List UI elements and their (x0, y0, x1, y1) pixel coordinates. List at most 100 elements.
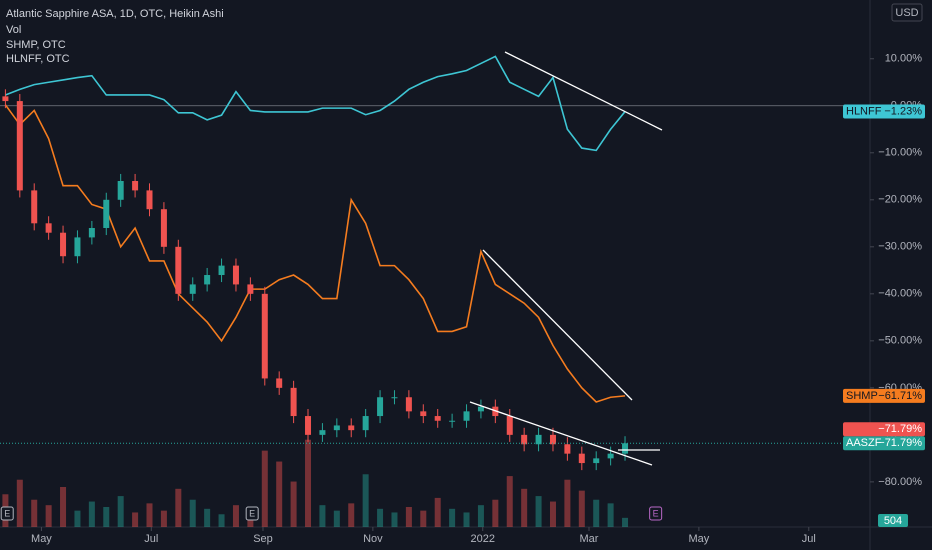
series-line (5, 55, 626, 152)
volume-bar (45, 505, 52, 527)
volume-bar (622, 517, 629, 527)
volume-bar (103, 507, 110, 527)
volume-bar (535, 496, 542, 527)
currency-box[interactable] (891, 3, 923, 22)
volume-bar (31, 499, 38, 527)
badge-value: −71.79% (878, 437, 922, 449)
candle-body (463, 411, 470, 421)
y-tick-label: 10.00% (885, 53, 923, 65)
volume-bar (564, 479, 571, 527)
candle-body (290, 387, 297, 417)
volume-bar (319, 505, 326, 527)
legend-entry: HLNFF, OTC (6, 53, 70, 65)
volume-bar (391, 512, 398, 527)
candle-body (593, 458, 600, 464)
volume-bar (305, 439, 312, 527)
earnings-marker (0, 506, 14, 521)
candle-body (434, 416, 441, 421)
candle-body (60, 232, 67, 257)
candle-body (362, 416, 369, 431)
volume-bar (549, 501, 556, 527)
volume-bar (276, 461, 283, 527)
badge-value: −71.79% (878, 423, 922, 435)
candle-body (348, 425, 355, 431)
candle-body (45, 223, 52, 233)
y-tick-label: −20.00% (878, 194, 922, 206)
volume-bar (506, 476, 513, 527)
candle-body (117, 180, 124, 200)
volume-bar (204, 508, 211, 527)
candle-body (16, 101, 23, 191)
trend-line (469, 401, 653, 466)
volume-bar (405, 507, 412, 527)
y-tick-label: −30.00% (878, 241, 922, 253)
volume-bar (449, 508, 456, 527)
candle-body (564, 444, 571, 454)
volume-bar (117, 496, 124, 527)
candle-body (622, 443, 629, 454)
volume-bar (492, 499, 499, 527)
candle-body (88, 228, 95, 238)
candle-body (132, 180, 139, 191)
price-badge (843, 104, 925, 119)
volume-legend: Vol (6, 24, 21, 36)
volume-bar (333, 510, 340, 527)
badge-name: HLNFF (846, 105, 882, 117)
volume-bar (521, 488, 528, 527)
volume-bar (593, 499, 600, 527)
candle-body (578, 453, 585, 464)
volume-bar (60, 487, 67, 527)
candle-body (449, 420, 456, 422)
price-badge (843, 436, 925, 451)
candle-body (2, 96, 9, 102)
legend-entry: SHMP, OTC (6, 39, 66, 51)
candle-body (247, 284, 254, 294)
candle-body (607, 453, 614, 459)
candle-body (420, 411, 427, 417)
candle-body (189, 284, 196, 294)
candle-body (333, 425, 340, 431)
candle-body (160, 209, 167, 247)
candle-body (521, 434, 528, 445)
x-tick-label: 2022 (470, 533, 494, 545)
y-tick-label: −50.00% (878, 335, 922, 347)
earnings-label: E (4, 508, 10, 518)
volume-bar (160, 510, 167, 527)
candle-body (74, 237, 81, 257)
candle-body (535, 434, 542, 445)
volume-badge (878, 514, 908, 527)
plot (0, 55, 870, 527)
x-tick-label: Nov (363, 533, 383, 545)
earnings-label: E (653, 508, 659, 518)
volume-bar (189, 499, 196, 527)
volume-bar (348, 503, 355, 527)
candle-body (232, 265, 239, 285)
badge-value: −1.23% (884, 105, 922, 117)
earnings-label: E (249, 508, 255, 518)
candle-body (276, 378, 283, 388)
candle-body (204, 275, 211, 285)
volume-bar (377, 508, 384, 527)
volume-bar (16, 479, 23, 527)
volume-bar (261, 450, 268, 527)
volume-bar (232, 505, 239, 527)
volume-bar (477, 505, 484, 527)
x-tick-label: Mar (580, 533, 599, 545)
earnings-marker (649, 506, 663, 521)
x-tick-label: Jul (802, 533, 816, 545)
badge-value: −61.71% (878, 390, 922, 402)
candle-body (261, 293, 268, 379)
x-tick-label: Sep (253, 533, 273, 545)
y-tick-label: −40.00% (878, 288, 922, 300)
trend-line (482, 249, 633, 401)
x-tick-label: Jul (144, 533, 158, 545)
candle-body (175, 246, 182, 294)
trend-line (504, 51, 663, 131)
candle-body (477, 406, 484, 412)
candle-body (218, 265, 225, 276)
volume-bar (88, 501, 95, 527)
volume-bar (607, 503, 614, 527)
currency[interactable]: USD (895, 7, 918, 19)
